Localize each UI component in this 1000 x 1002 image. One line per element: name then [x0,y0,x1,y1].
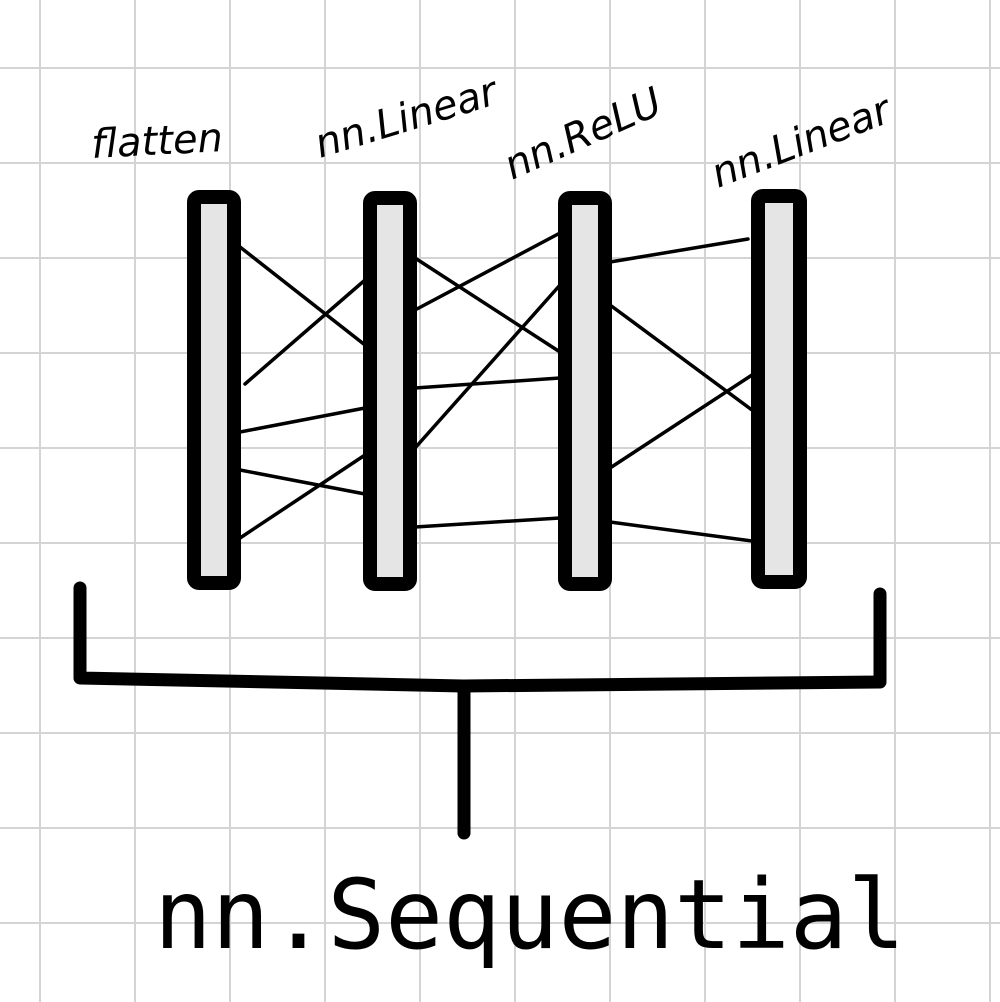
connection-line [413,376,562,390]
connection-line [608,237,750,264]
layer-label-relu: nn.ReLU [497,79,669,189]
layer-label-linear-2: nn.Linear [705,86,899,197]
layer-bar-relu [558,191,612,591]
connections [238,231,754,543]
connection-line [608,303,754,412]
layer-label-flatten: flatten [90,115,224,168]
layer-bars [187,189,807,591]
connection-line [608,373,754,470]
layer-labels: flatten nn.Linear nn.ReLU nn.Linear [90,68,899,197]
connection-line [238,406,367,434]
layer-bar-linear-2 [751,189,807,589]
connection-line [413,231,562,312]
connection-line [238,245,367,347]
connection-line [413,283,562,450]
connection-line [413,516,562,529]
sequential-bracket [73,581,887,840]
connection-line [238,468,367,496]
layer-label-linear-1: nn.Linear [309,68,504,168]
connection-line [243,278,367,386]
connection-line [238,453,367,540]
layer-bar-flatten [187,190,241,590]
sequential-label: nn.Sequential [154,859,905,971]
connection-line [608,520,754,543]
layer-bar-linear-1 [363,191,417,591]
connection-line [413,256,562,354]
